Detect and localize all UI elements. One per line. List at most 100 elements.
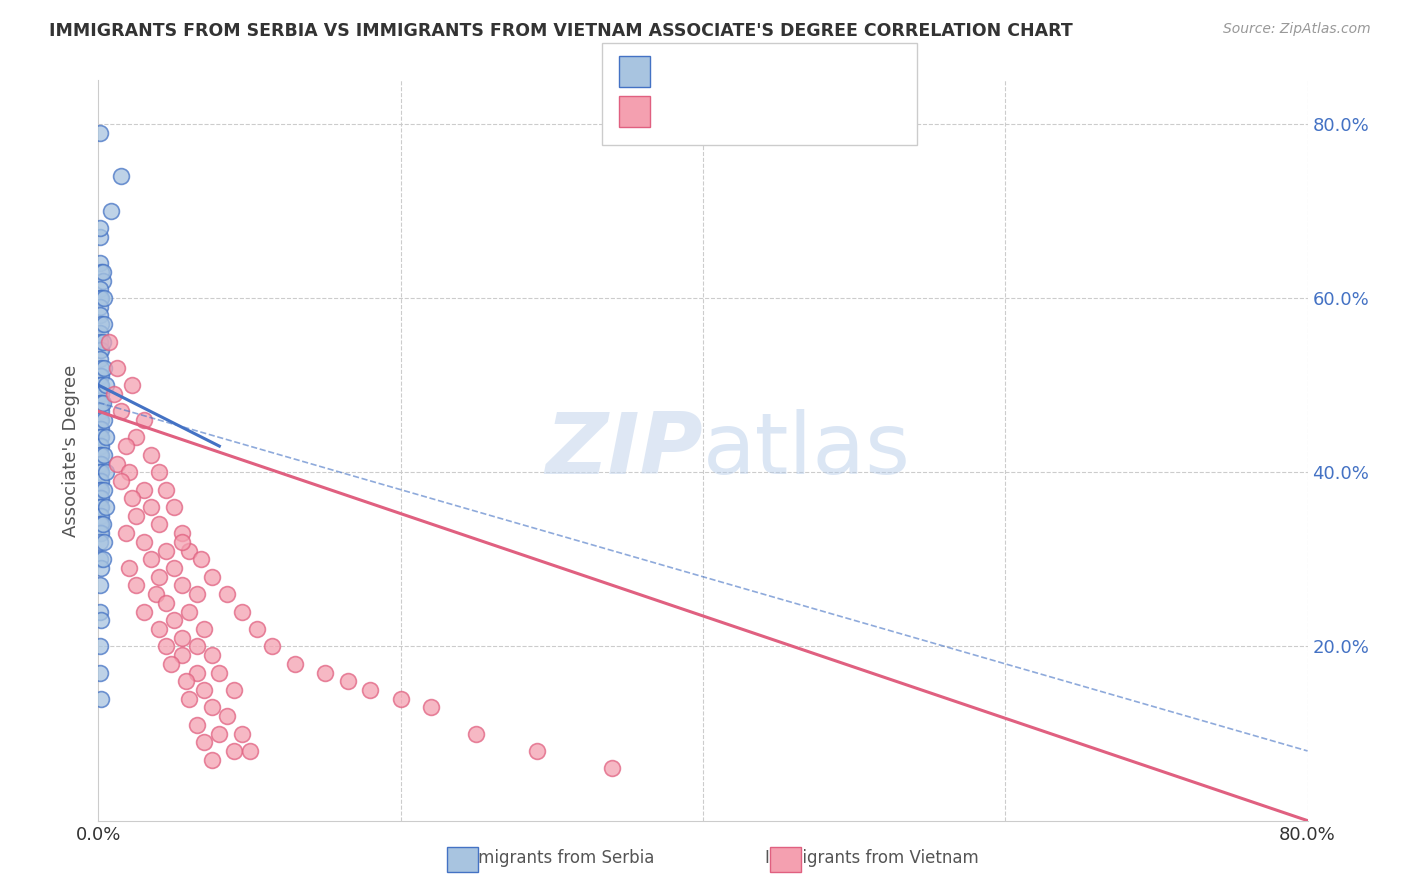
Point <box>132 605 155 619</box>
Point <box>89 491 111 506</box>
Point <box>89 640 111 654</box>
Point <box>215 587 238 601</box>
Point <box>224 683 246 698</box>
Point <box>110 404 132 418</box>
Point <box>89 457 111 471</box>
Point <box>91 517 114 532</box>
Point <box>90 265 112 279</box>
Point <box>314 665 336 680</box>
Point <box>90 613 112 627</box>
Text: atlas: atlas <box>703 409 911 492</box>
Point <box>89 439 111 453</box>
Point <box>132 535 155 549</box>
Point <box>90 457 112 471</box>
Point <box>148 570 170 584</box>
Point <box>89 326 111 340</box>
Point <box>90 691 112 706</box>
Point <box>105 457 128 471</box>
Point <box>90 465 112 479</box>
Point <box>179 691 201 706</box>
Point <box>105 360 128 375</box>
Point <box>526 744 548 758</box>
Point <box>132 413 155 427</box>
Point <box>93 535 115 549</box>
Point <box>239 744 262 758</box>
Point <box>89 351 111 366</box>
Point <box>193 735 215 749</box>
Point <box>91 274 114 288</box>
Point <box>94 430 117 444</box>
Point <box>93 413 115 427</box>
Point <box>89 309 111 323</box>
Point <box>103 387 125 401</box>
Point <box>148 465 170 479</box>
Point <box>89 552 111 566</box>
Point <box>89 291 111 305</box>
Text: IMMIGRANTS FROM SERBIA VS IMMIGRANTS FROM VIETNAM ASSOCIATE'S DEGREE CORRELATION: IMMIGRANTS FROM SERBIA VS IMMIGRANTS FRO… <box>49 22 1073 40</box>
Point <box>90 317 112 331</box>
Point <box>179 605 201 619</box>
Point <box>90 343 112 358</box>
Point <box>121 491 143 506</box>
Point <box>201 648 224 662</box>
Point <box>90 413 112 427</box>
Text: R = -0.587   N = 76: R = -0.587 N = 76 <box>658 104 821 122</box>
Point <box>89 343 111 358</box>
Point <box>132 483 155 497</box>
Point <box>89 334 111 349</box>
Point <box>89 605 111 619</box>
Point <box>186 665 208 680</box>
Point <box>208 665 231 680</box>
Point <box>141 448 163 462</box>
Point <box>90 387 112 401</box>
Point <box>179 543 201 558</box>
Point <box>160 657 183 671</box>
Point <box>208 726 231 740</box>
Point <box>93 360 115 375</box>
Point <box>93 448 115 462</box>
Point <box>110 474 132 488</box>
Point <box>90 508 112 523</box>
Point <box>89 448 111 462</box>
Point <box>125 578 148 592</box>
Point <box>231 726 253 740</box>
Point <box>155 596 177 610</box>
Y-axis label: Associate's Degree: Associate's Degree <box>62 364 80 537</box>
Point <box>89 422 111 436</box>
Point <box>89 300 111 314</box>
Point <box>89 500 111 514</box>
Point <box>89 395 111 409</box>
Text: ZIP: ZIP <box>546 409 703 492</box>
Point <box>148 622 170 636</box>
Point <box>231 605 253 619</box>
Point <box>89 387 111 401</box>
Point <box>90 474 112 488</box>
Point <box>336 674 359 689</box>
Point <box>89 221 111 235</box>
Point <box>170 578 193 592</box>
Point <box>163 500 186 514</box>
Point <box>89 430 111 444</box>
Point <box>118 465 141 479</box>
Point <box>148 517 170 532</box>
Point <box>91 334 114 349</box>
Point <box>89 378 111 392</box>
Point <box>118 561 141 575</box>
Point <box>224 744 246 758</box>
Point <box>190 552 212 566</box>
Point <box>389 691 412 706</box>
Point <box>90 448 112 462</box>
Point <box>89 474 111 488</box>
Point <box>94 500 117 514</box>
Point <box>90 404 112 418</box>
Point <box>145 587 167 601</box>
Point <box>110 169 132 183</box>
Point <box>89 578 111 592</box>
Point <box>90 360 112 375</box>
Point <box>89 465 111 479</box>
Point <box>91 552 114 566</box>
Point <box>89 282 111 296</box>
Point <box>125 430 148 444</box>
Point <box>90 395 112 409</box>
Point <box>170 648 193 662</box>
